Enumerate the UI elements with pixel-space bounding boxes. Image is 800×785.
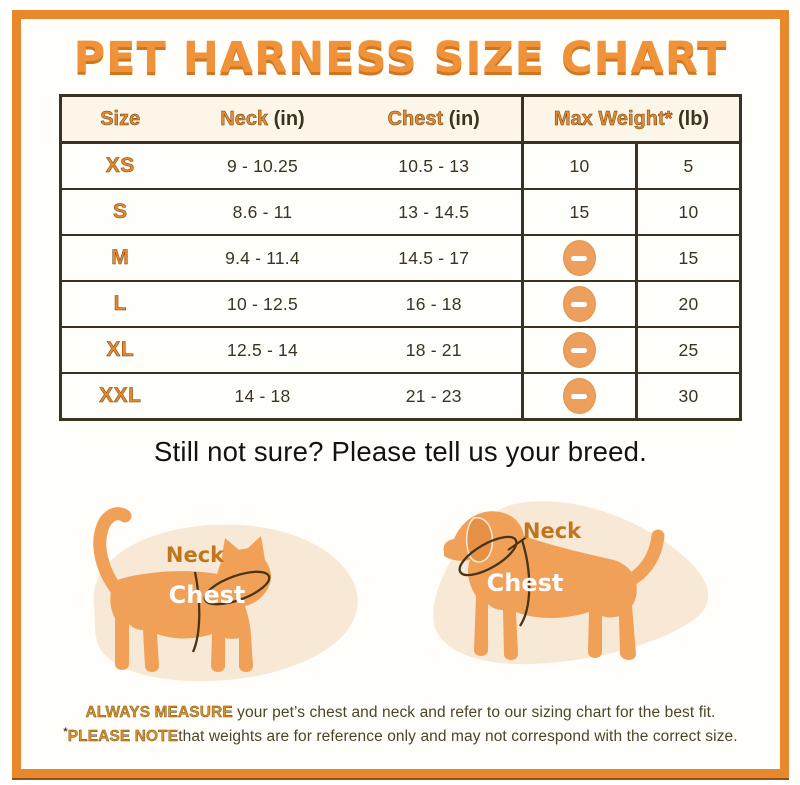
footnote-asterisk: * — [63, 726, 68, 739]
cat-max-weight-cell — [520, 326, 637, 373]
size-chart-table: Size Neck (in) Chest (in) Max Weight* (l… — [58, 94, 742, 421]
neck-cell: 10 - 12.5 — [178, 280, 347, 327]
table-body: XS 9 - 10.25 10.5 - 13 10 5 S 8.6 - 11 13 - 14.… — [60, 141, 741, 420]
chest-cell: 10.5 - 13 — [346, 141, 523, 189]
dog-max-weight-cell: 30 — [634, 372, 741, 420]
max-weight-header-label: Max Weight* — [553, 107, 673, 130]
footnote-measure-accent: ALWAYS MEASURE — [85, 704, 233, 721]
chest-cell: 16 - 18 — [346, 280, 523, 327]
cat-max-weight-cell — [520, 372, 637, 420]
table-header: Size Neck (in) Chest (in) Max Weight* (l… — [60, 95, 741, 144]
minus-icon — [562, 378, 596, 414]
neck-cell: 9 - 10.25 — [178, 141, 347, 189]
neck-cell: 8.6 - 11 — [178, 188, 347, 235]
neck-cell: 14 - 18 — [178, 372, 347, 420]
chest-header-label: Chest — [387, 107, 444, 130]
dog-max-weight-cell: 5 — [634, 141, 741, 189]
dog-max-weight-cell: 25 — [634, 326, 741, 373]
chest-cell: 14.5 - 17 — [346, 234, 523, 281]
minus-bar — [571, 393, 588, 399]
cat-silhouette — [110, 536, 272, 672]
col-header-max-weight: Max Weight* (lb) — [520, 95, 741, 144]
table-row: XS 9 - 10.25 10.5 - 13 10 5 — [60, 141, 741, 189]
size-cell: L — [60, 280, 179, 327]
footnote-weights-accent: PLEASE NOTE — [67, 728, 179, 746]
cat-chest-girth-line — [191, 571, 201, 653]
neck-cell: 12.5 - 14 — [178, 326, 347, 373]
minus-icon — [562, 332, 596, 368]
size-cell: XS — [60, 141, 179, 189]
cat-max-weight-cell — [520, 234, 637, 281]
dog-neck-ring — [458, 535, 518, 577]
size-cell: XL — [60, 326, 179, 373]
size-cell: S — [60, 188, 179, 235]
dog-chest-girth-line — [519, 539, 531, 627]
minus-bar — [571, 347, 588, 353]
chest-cell: 18 - 21 — [346, 326, 523, 373]
table-row: L 10 - 12.5 16 - 18 20 — [60, 280, 741, 327]
page-title: PET HARNESS SIZE CHART — [73, 33, 728, 83]
col-header-neck: Neck (in) — [178, 95, 347, 144]
cat-chest-label: Chest — [169, 581, 246, 609]
size-header-label: Size — [100, 107, 141, 130]
col-header-size: Size — [60, 95, 179, 144]
dog-ear — [465, 517, 494, 563]
chest-cell: 13 - 14.5 — [346, 188, 523, 235]
measurement-diagrams: Neck Chest Neck Chest — [21, 476, 780, 701]
dog-max-weight-cell: 10 — [634, 188, 741, 235]
minus-icon — [562, 286, 596, 322]
dog-illustration: Neck Chest — [433, 501, 709, 665]
footnotes: ALWAYS MEASURE your pet’s chest and neck… — [21, 701, 780, 749]
footnote-weights: *PLEASE NOTEthat weights are for referen… — [63, 726, 738, 746]
table-row: M 9.4 - 11.4 14.5 - 17 15 — [60, 234, 741, 281]
neck-header-label: Neck — [220, 107, 269, 130]
outer-frame: PET HARNESS SIZE CHART Size Neck (in) Ch… — [12, 10, 789, 778]
table-row: XXL 14 - 18 21 - 23 30 — [60, 372, 741, 420]
subtitle: Still not sure? Please tell us your bree… — [154, 436, 647, 467]
dog-chest-label: Chest — [487, 569, 564, 597]
size-cell: M — [60, 234, 179, 281]
cat-max-weight-cell: 15 — [520, 188, 637, 235]
dog-tail — [627, 529, 665, 585]
cat-max-weight-cell — [520, 280, 637, 327]
cat-max-weight-cell: 10 — [520, 141, 637, 189]
cat-illustration: Neck Chest — [93, 507, 358, 682]
table-row: XL 12.5 - 14 18 - 21 25 — [60, 326, 741, 373]
footnote-measure: ALWAYS MEASURE your pet’s chest and neck… — [85, 704, 716, 721]
dog-max-weight-cell: 15 — [634, 234, 741, 281]
table-row: S 8.6 - 11 13 - 14.5 15 10 — [60, 188, 741, 235]
neck-cell: 9.4 - 11.4 — [178, 234, 347, 281]
minus-icon — [562, 240, 596, 276]
dog-max-weight-cell: 20 — [634, 280, 741, 327]
dog-neck-label: Neck — [523, 519, 582, 543]
chest-cell: 21 - 23 — [346, 372, 523, 420]
cat-neck-ring — [203, 570, 271, 606]
cat-neck-label: Neck — [166, 543, 225, 567]
cat-tail — [93, 507, 132, 597]
minus-bar — [571, 301, 588, 307]
minus-bar — [571, 255, 588, 261]
col-header-chest: Chest (in) — [346, 95, 523, 144]
size-cell: XXL — [60, 372, 179, 420]
header-row: Size Neck (in) Chest (in) Max Weight* (l… — [60, 95, 741, 144]
dog-neck-pointer-line — [507, 535, 529, 551]
